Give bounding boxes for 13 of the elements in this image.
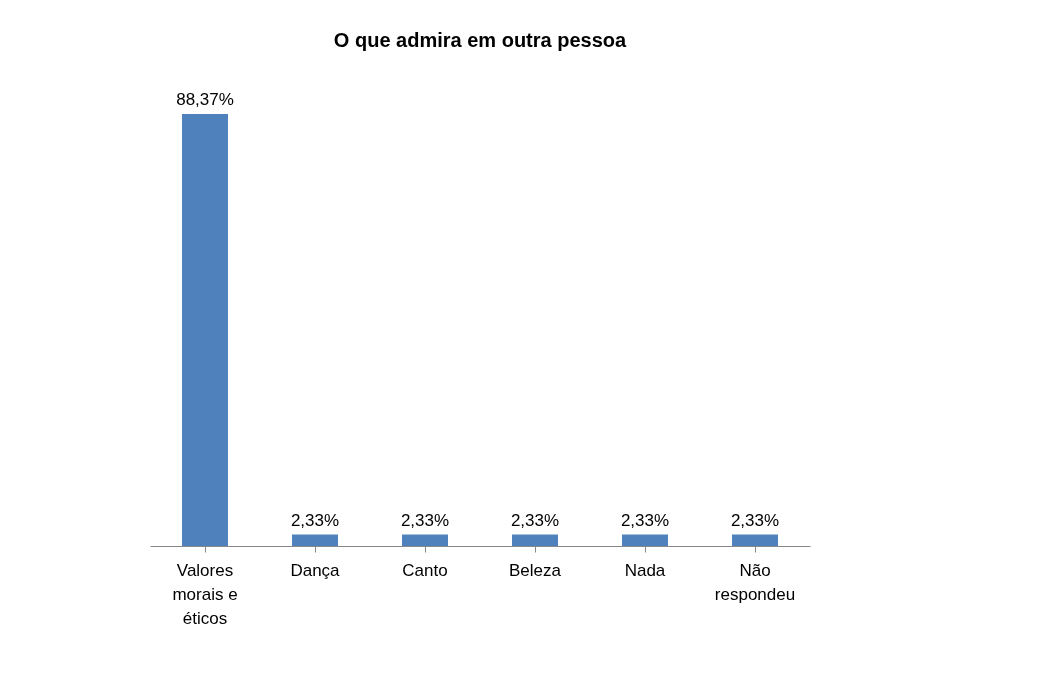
data-label: 88,37% — [176, 89, 234, 109]
x-tick-label: Beleza — [509, 560, 562, 580]
x-tick-label: Dança — [290, 560, 341, 580]
data-label: 2,33% — [620, 510, 670, 530]
x-tick-label: Nada — [624, 560, 666, 580]
data-label: 2,33% — [730, 510, 780, 530]
x-tick-label: Não respondeu — [714, 560, 796, 604]
x-tick-label: Canto — [402, 560, 448, 580]
chart-title: O que admira em outra pessoa — [333, 28, 628, 51]
data-label: 2,33% — [510, 510, 560, 530]
data-label: 2,33% — [290, 510, 340, 530]
data-label: 2,33% — [400, 510, 450, 530]
x-tick-label: Valores morais e éticos — [172, 560, 238, 628]
